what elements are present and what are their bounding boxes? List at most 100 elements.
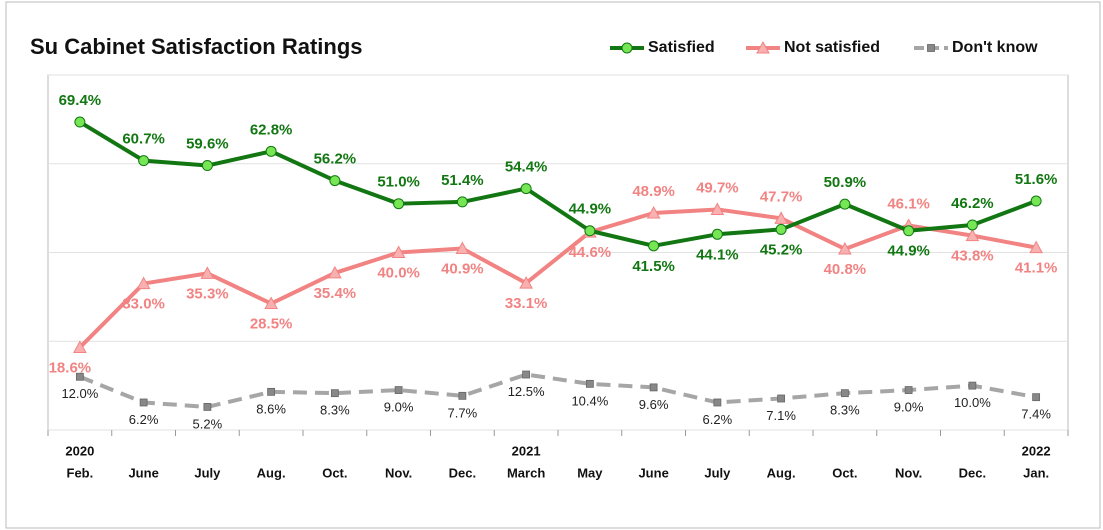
series-marker <box>267 387 276 396</box>
data-label: 44.6% <box>569 244 612 261</box>
series-marker <box>201 160 213 172</box>
data-label: 7.7% <box>448 405 478 420</box>
data-label: 7.4% <box>1021 407 1051 422</box>
data-label: 40.0% <box>377 264 420 281</box>
series-marker <box>1029 240 1043 254</box>
series-marker <box>1030 195 1042 207</box>
series-marker <box>584 225 596 237</box>
series-line <box>78 207 1037 349</box>
legend-label: Don't know <box>952 39 1038 56</box>
x-tick-label: Aug. <box>257 465 286 480</box>
data-label: 9.0% <box>894 400 924 415</box>
series-marker <box>455 241 470 255</box>
data-label: 43.8% <box>951 248 994 265</box>
x-year-label: 2020 <box>65 443 94 458</box>
series-marker <box>330 389 339 398</box>
x-year-label: 2021 <box>512 443 541 458</box>
x-tick-label: Dec. <box>959 465 986 480</box>
data-label: 62.8% <box>250 121 293 138</box>
data-label: 46.1% <box>887 195 930 212</box>
series-marker <box>136 276 151 290</box>
data-label: 59.6% <box>186 135 229 152</box>
data-label: 46.2% <box>951 195 994 212</box>
data-label: 33.0% <box>122 296 165 313</box>
data-label: 51.0% <box>377 174 420 191</box>
data-label: 44.1% <box>696 246 739 263</box>
data-label: 18.6% <box>49 359 92 376</box>
series-marker <box>966 219 978 231</box>
data-label: 41.5% <box>632 258 675 275</box>
series-marker <box>75 372 84 381</box>
data-label: 41.1% <box>1015 260 1058 277</box>
data-label: 6.2% <box>129 412 159 427</box>
series-marker <box>522 370 531 379</box>
series-marker <box>648 240 660 252</box>
data-label: 9.6% <box>639 397 669 412</box>
series-marker <box>73 340 87 353</box>
series-line <box>78 120 1037 248</box>
data-label: 48.9% <box>632 183 675 200</box>
data-label: 28.5% <box>250 316 293 333</box>
data-label: 7.1% <box>766 408 796 423</box>
series-marker <box>200 266 215 279</box>
data-label: 44.9% <box>887 243 930 260</box>
data-label: 44.9% <box>569 201 612 218</box>
x-tick-label: Nov. <box>895 465 922 480</box>
x-tick-label: June <box>638 465 668 480</box>
series-marker <box>328 265 342 279</box>
series-marker <box>391 245 406 258</box>
data-label: 49.7% <box>696 179 739 196</box>
data-label: 9.0% <box>384 400 414 415</box>
x-tick-label: Nov. <box>385 465 412 480</box>
x-tick-label: Dec. <box>449 465 476 480</box>
series-marker <box>839 198 851 210</box>
series-marker <box>585 379 594 388</box>
series-marker <box>458 391 467 400</box>
data-label: 40.9% <box>441 260 484 277</box>
series-line <box>79 372 1037 409</box>
data-label: 60.7% <box>122 131 165 148</box>
legend-label: Satisfied <box>648 39 715 56</box>
data-label: 35.3% <box>186 285 229 302</box>
data-label: 8.3% <box>830 403 860 418</box>
series-marker <box>329 175 341 187</box>
data-label: 69.4% <box>59 92 102 109</box>
x-tick-label: Aug. <box>767 465 796 480</box>
x-tick-label: Feb. <box>67 465 94 480</box>
data-label: 33.1% <box>505 295 548 312</box>
legend-marker <box>621 42 633 54</box>
legend-marker <box>927 44 935 52</box>
series-marker <box>393 198 405 210</box>
series-marker <box>713 398 722 407</box>
data-label: 12.5% <box>508 384 545 399</box>
series-marker <box>138 155 150 167</box>
data-label: 51.4% <box>441 172 484 189</box>
x-tick-label: March <box>507 465 545 480</box>
series-marker <box>456 196 468 208</box>
series-marker <box>775 223 787 235</box>
data-label: 40.8% <box>824 261 867 278</box>
series-marker <box>203 403 212 411</box>
series-marker <box>265 145 277 157</box>
data-label: 50.9% <box>824 174 867 191</box>
data-label: 45.2% <box>760 241 803 258</box>
x-tick-label: May <box>577 465 603 480</box>
data-label: 47.7% <box>760 188 803 205</box>
series-marker <box>903 225 915 237</box>
series-marker <box>1032 393 1041 402</box>
series-marker <box>965 228 980 242</box>
legend-label: Not satisfied <box>784 39 880 56</box>
x-tick-label: July <box>704 465 731 480</box>
data-label: 8.6% <box>256 401 286 416</box>
series-marker <box>711 228 723 240</box>
series-marker <box>264 296 278 310</box>
series-marker <box>649 383 658 392</box>
series-marker <box>710 202 725 215</box>
series-marker <box>519 276 533 289</box>
series-marker <box>394 386 403 394</box>
data-label: 8.3% <box>320 403 350 418</box>
data-label: 51.6% <box>1015 171 1058 188</box>
series-marker <box>139 398 148 407</box>
x-tick-label: July <box>194 465 221 480</box>
